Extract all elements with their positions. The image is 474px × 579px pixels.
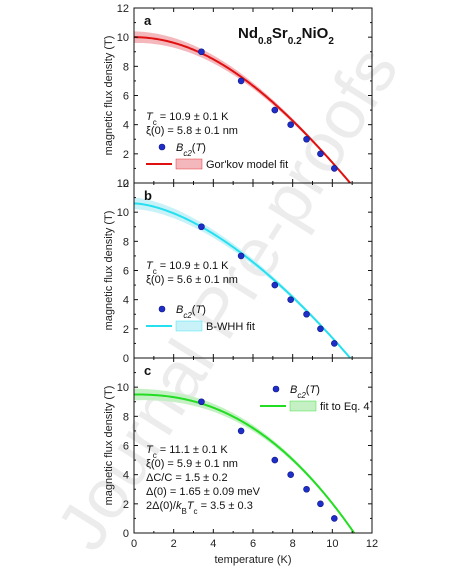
legend-band-swatch bbox=[289, 400, 317, 412]
fit-parameter-annotation: 2Δ(0)/kBTc = 3.5 ± 0.3 bbox=[146, 500, 253, 516]
fit-parameter-annotation: Tc = 10.9 ± 0.1 K bbox=[146, 111, 229, 127]
data-point bbox=[303, 485, 310, 493]
legend-band-swatch bbox=[175, 320, 203, 332]
panel-label: b bbox=[144, 188, 152, 203]
fit-parameter-annotation: Δ(0) = 1.65 ± 0.09 meV bbox=[146, 486, 261, 498]
x-tick-label: 0 bbox=[131, 538, 137, 550]
data-point bbox=[287, 121, 294, 128]
y-tick-label: 0 bbox=[123, 178, 129, 190]
y-tick-label: 4 bbox=[123, 295, 129, 307]
y-tick-label: 10 bbox=[117, 32, 129, 44]
fit-parameter-annotation: ξ(0) = 5.8 ± 0.1 nm bbox=[146, 125, 238, 137]
fit-parameter-annotation: Tc = 10.9 ± 0.1 K bbox=[146, 260, 229, 276]
y-tick-label: 10 bbox=[117, 382, 129, 394]
y-tick-label: 6 bbox=[123, 441, 129, 453]
fit-line bbox=[133, 393, 355, 534]
x-tick-label: 8 bbox=[290, 538, 296, 550]
data-point bbox=[303, 135, 310, 143]
panel-b: 0 2 4 6 8 10 12 magnetic flux density (T) b Tc = … bbox=[103, 178, 373, 365]
data-point bbox=[198, 48, 205, 56]
legend-label: B-WHH fit bbox=[206, 321, 255, 333]
fit-line bbox=[133, 36, 351, 184]
data-point bbox=[331, 340, 338, 347]
data-point bbox=[198, 223, 205, 231]
legend-point-marker bbox=[272, 385, 280, 393]
legend-point-marker bbox=[158, 143, 166, 151]
data-point bbox=[271, 106, 279, 114]
legend-label: Gor'kov model fit bbox=[206, 159, 288, 171]
y-tick-label: 2 bbox=[123, 499, 129, 511]
legend-label: Bc2(T) bbox=[290, 384, 320, 400]
panel-label: c bbox=[144, 363, 151, 378]
data-point bbox=[271, 456, 279, 464]
data-point bbox=[317, 500, 324, 508]
x-tick-label: 4 bbox=[210, 538, 216, 550]
fit-parameter-annotation: Tc = 11.1 ± 0.1 K bbox=[146, 444, 228, 460]
y-tick-label: 0 bbox=[123, 353, 129, 365]
y-axis-label: magnetic flux density (T) bbox=[103, 386, 115, 506]
data-point bbox=[303, 310, 310, 318]
legend-point-marker bbox=[158, 305, 166, 313]
x-tick-label: 6 bbox=[250, 538, 256, 550]
data-point bbox=[317, 150, 324, 158]
y-tick-label: 6 bbox=[123, 266, 129, 278]
y-tick-label: 8 bbox=[123, 411, 129, 423]
legend-label: Bc2(T) bbox=[176, 142, 206, 158]
fit-parameter-annotation: ξ(0) = 5.9 ± 0.1 nm bbox=[146, 458, 238, 470]
y-tick-label: 8 bbox=[123, 61, 129, 73]
legend-label: fit to Eq. 4 bbox=[320, 401, 370, 413]
data-point bbox=[287, 296, 294, 303]
fit-parameter-annotation: ΔC/C = 1.5 ± 0.2 bbox=[146, 472, 228, 484]
y-axis-label: magnetic flux density (T) bbox=[103, 211, 115, 331]
panel-label: a bbox=[144, 13, 152, 28]
y-tick-label: 2 bbox=[123, 324, 129, 336]
data-point bbox=[331, 165, 338, 172]
data-point bbox=[317, 325, 324, 333]
y-tick-label: 10 bbox=[117, 207, 129, 219]
data-point bbox=[237, 427, 245, 435]
y-tick-label: 2 bbox=[123, 149, 129, 161]
y-tick-label: 12 bbox=[117, 3, 129, 15]
y-tick-label: 8 bbox=[123, 236, 129, 248]
y-tick-label: 12 bbox=[117, 178, 129, 190]
y-tick-label: 0 bbox=[123, 528, 129, 540]
y-tick-label: 4 bbox=[123, 470, 129, 482]
y-axis-label: magnetic flux density (T) bbox=[103, 36, 115, 156]
x-tick-label: 12 bbox=[366, 538, 378, 550]
data-point bbox=[237, 77, 245, 85]
legend-band-swatch bbox=[175, 158, 203, 170]
legend-label: Bc2(T) bbox=[176, 304, 206, 320]
data-point bbox=[287, 471, 294, 478]
data-point bbox=[237, 252, 245, 260]
x-tick-label: 10 bbox=[326, 538, 338, 550]
data-point bbox=[198, 398, 205, 406]
x-axis-label: temperature (K) bbox=[214, 554, 291, 566]
data-point bbox=[331, 515, 338, 522]
y-tick-label: 4 bbox=[123, 120, 129, 132]
compound-title: Nd0.8Sr0.2NiO2 bbox=[238, 25, 334, 47]
data-point bbox=[271, 281, 279, 289]
y-tick-label: 6 bbox=[123, 91, 129, 103]
fit-parameter-annotation: ξ(0) = 5.6 ± 0.1 nm bbox=[146, 274, 238, 286]
x-tick-label: 2 bbox=[171, 538, 177, 550]
